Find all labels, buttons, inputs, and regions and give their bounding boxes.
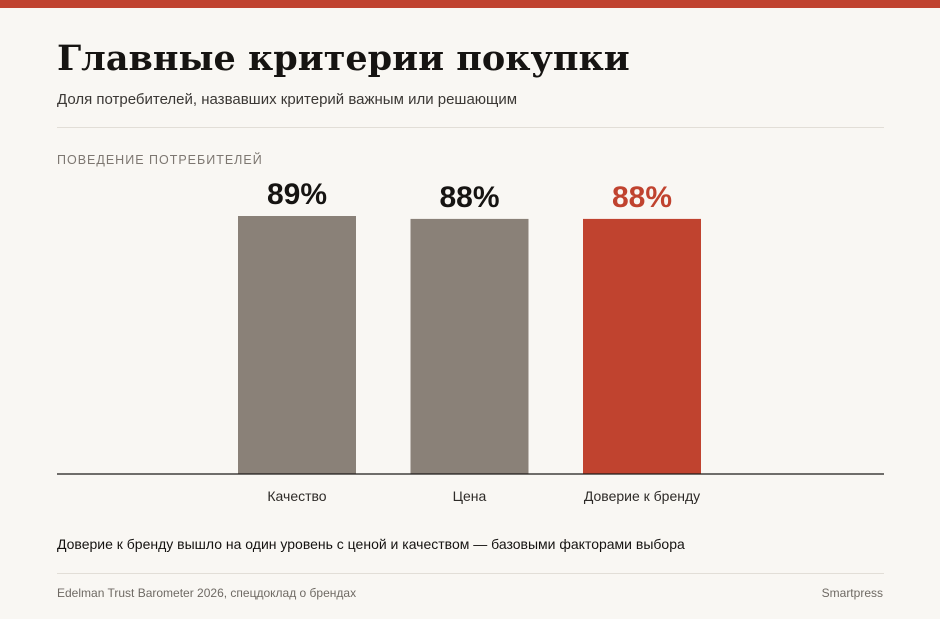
chart-title: Главные критерии покупки — [57, 38, 630, 79]
bar-2 — [410, 218, 529, 474]
publisher-brand: Smartpress — [821, 586, 883, 600]
labels-group: 89% Качество 88% Цена 88% Доверие к бренду — [267, 178, 700, 504]
value-label-1: 89% — [267, 178, 327, 211]
bars-group — [238, 216, 701, 474]
source-credit: Edelman Trust Barometer 2026, спецдоклад… — [57, 586, 357, 600]
bar-1 — [238, 216, 356, 474]
section-label: ПОВЕДЕНИЕ ПОТРЕБИТЕЛЕЙ — [57, 153, 263, 167]
value-label-3: 88% — [612, 181, 672, 214]
chart-subtitle: Доля потребителей, назвавших критерий ва… — [57, 91, 518, 108]
bar-3 — [583, 218, 701, 474]
footer-divider — [57, 573, 884, 574]
category-label-2: Цена — [453, 488, 487, 504]
category-label-3: Доверие к бренду — [584, 488, 700, 504]
accent-top-bar — [0, 0, 940, 8]
value-label-2: 88% — [439, 181, 499, 214]
header-divider — [57, 127, 884, 128]
category-label-1: Качество — [267, 488, 326, 504]
chart-note: Доверие к бренду вышло на один уровень с… — [57, 536, 685, 552]
